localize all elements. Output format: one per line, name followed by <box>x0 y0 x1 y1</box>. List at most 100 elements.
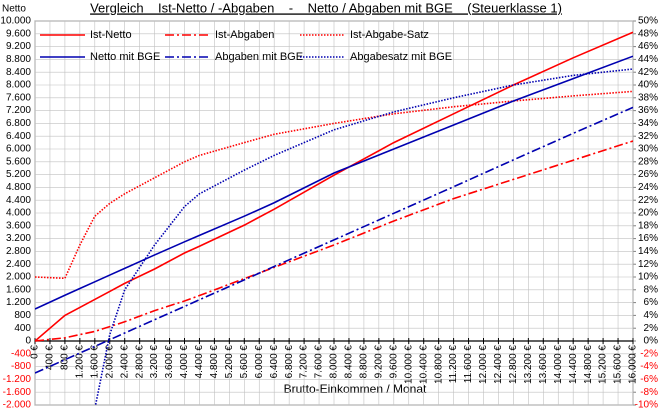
x-tick-label: 13.600 € <box>538 345 549 384</box>
y2-tick-label: 2% <box>644 323 659 334</box>
y2-tick-label: 6% <box>644 297 659 308</box>
x-tick-label: 2.400 € <box>119 345 130 379</box>
y-tick-label: 6.000 <box>6 144 31 155</box>
x-tick-label: 6.800 € <box>284 345 295 379</box>
x-tick-label: 7.600 € <box>314 345 325 379</box>
y-tick-label: 5.200 <box>6 169 31 180</box>
x-tick-label: 2.000 € <box>104 345 115 379</box>
y2-tick-label: 24% <box>638 182 658 193</box>
y2-tick-label: 22% <box>638 195 658 206</box>
y2-tick-label: 34% <box>638 118 658 129</box>
x-tick-label: 3.200 € <box>149 345 160 379</box>
y2-tick-label: 20% <box>638 208 658 219</box>
y-tick-label: 9.200 <box>6 41 31 52</box>
series-line <box>35 90 633 280</box>
chart-title: Vergleich Ist-Netto / -Abgaben - Netto /… <box>90 0 562 15</box>
y-tick-label: -2.000 <box>3 400 32 411</box>
legend-label: Ist-Abgabe-Satz <box>350 29 429 41</box>
y-tick-label: -800 <box>11 361 31 372</box>
x-tick-label: 12.400 € <box>493 345 504 384</box>
y2-tick-label: 26% <box>638 169 658 180</box>
y2-tick-label: 14% <box>638 246 658 257</box>
y2-tick-label: -4% <box>640 361 658 372</box>
x-tick-label: 2.800 € <box>134 345 145 379</box>
y2-tick-label: 46% <box>638 41 658 52</box>
y-tick-label: 2.000 <box>6 272 31 283</box>
x-tick-label: 8.400 € <box>344 345 355 379</box>
series-line <box>35 140 633 342</box>
x-tick-label: 6.000 € <box>254 345 265 379</box>
y-tick-label: 8.400 <box>6 67 31 78</box>
y2-tick-label: -2% <box>640 348 658 359</box>
y-tick-label: -1.600 <box>3 387 32 398</box>
plot-lines <box>35 31 633 405</box>
x-tick-label: 13.200 € <box>523 345 534 384</box>
y-tick-label: 6.400 <box>6 131 31 142</box>
y-tick-label: -400 <box>11 348 31 359</box>
y-axis-title: Netto <box>2 4 26 15</box>
x-tick-label: 14.400 € <box>568 345 579 384</box>
y-tick-label: 400 <box>14 323 31 334</box>
y2-tick-label: 40% <box>638 80 658 91</box>
y2-tick-label: -8% <box>640 387 658 398</box>
x-tick-label: 0 € <box>30 345 41 359</box>
y2-tick-label: 12% <box>638 259 658 270</box>
y2-tick-label: 16% <box>638 233 658 244</box>
y2-tick-label: 36% <box>638 105 658 116</box>
legend-label: Abgaben mit BGE <box>215 51 303 63</box>
y-tick-label: 10.000 <box>0 16 31 27</box>
y2-tick-label: 8% <box>644 284 659 295</box>
x-tick-label: 14.800 € <box>583 345 594 384</box>
x-tick-label: 15.600 € <box>613 345 624 384</box>
x-tick-label: 16.000 € <box>628 345 639 384</box>
y2-tick-label: 38% <box>638 92 658 103</box>
y-tick-label: 1.600 <box>6 284 31 295</box>
x-tick-label: 9.600 € <box>388 345 399 379</box>
x-tick-label: 12.000 € <box>478 345 489 384</box>
y-tick-label: 8.000 <box>6 80 31 91</box>
y2-tick-label: 50% <box>638 16 658 27</box>
y-tick-label: 4.400 <box>6 195 31 206</box>
y2-tick-label: -6% <box>640 374 658 385</box>
y-tick-label: 3.200 <box>6 233 31 244</box>
x-tick-label: 1.600 € <box>89 345 100 379</box>
y2-tick-label: 28% <box>638 156 658 167</box>
y-tick-label: 0 <box>25 336 31 347</box>
y-tick-label: 3.600 <box>6 220 31 231</box>
y-tick-label: 6.800 <box>6 118 31 129</box>
x-tick-label: 12.800 € <box>508 345 519 384</box>
series-line <box>35 31 633 342</box>
y-tick-label: 8.800 <box>6 54 31 65</box>
x-tick-label: 10.800 € <box>433 345 444 384</box>
x-tick-label: 5.600 € <box>239 345 250 379</box>
y-tick-label: 4.000 <box>6 208 31 219</box>
x-tick-label: 1.200 € <box>74 345 85 379</box>
x-tick-label: 15.200 € <box>598 345 609 384</box>
y-tick-label: 1.200 <box>6 297 31 308</box>
x-tick-label: 11.600 € <box>463 345 474 384</box>
y2-tick-label: 0% <box>644 336 659 347</box>
x-tick-label: 9.200 € <box>373 345 384 379</box>
x-tick-label: 400 € <box>45 345 56 370</box>
x-tick-label: 11.200 € <box>448 345 459 384</box>
legend-label: Ist-Netto <box>90 29 132 41</box>
x-tick-label: 4.400 € <box>194 345 205 379</box>
y2-tick-label: -10% <box>635 400 658 411</box>
y-tick-label: 800 <box>14 310 31 321</box>
legend-label: Netto mit BGE <box>90 51 160 63</box>
y-tick-label: 2.400 <box>6 259 31 270</box>
x-axis-title: Brutto-Einkommen / Monat <box>284 382 427 396</box>
x-tick-label: 800 € <box>60 345 71 370</box>
x-tick-label: 5.200 € <box>224 345 235 379</box>
y2-tick-label: 42% <box>638 67 658 78</box>
y-tick-label: 7.600 <box>6 92 31 103</box>
y-tick-label: -1.200 <box>3 374 32 385</box>
y2-tick-label: 4% <box>644 310 659 321</box>
x-tick-label: 8.800 € <box>359 345 370 379</box>
y2-tick-label: 48% <box>638 28 658 39</box>
x-tick-label: 7.200 € <box>299 345 310 379</box>
x-tick-label: 3.600 € <box>164 345 175 379</box>
x-tick-label: 10.400 € <box>418 345 429 384</box>
y2-tick-label: 18% <box>638 220 658 231</box>
